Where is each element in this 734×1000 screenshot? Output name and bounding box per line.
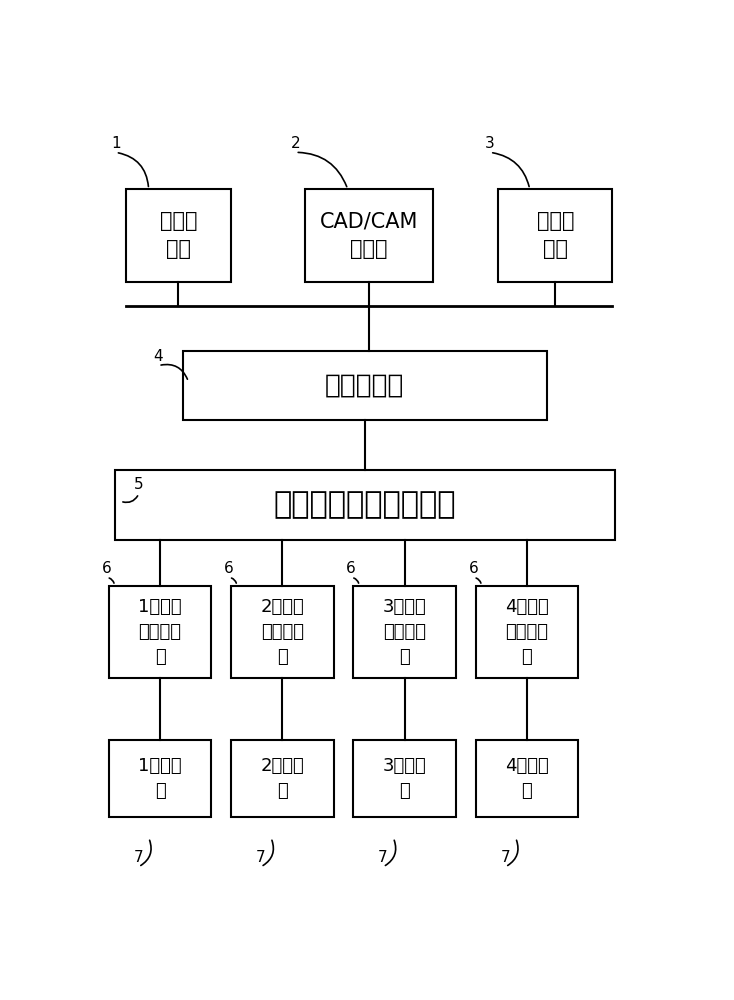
Text: 7: 7 xyxy=(256,850,266,865)
Text: 多通道协调控制计算机: 多通道协调控制计算机 xyxy=(274,490,456,520)
Text: 1: 1 xyxy=(111,136,120,151)
Text: 1通道机
床: 1通道机 床 xyxy=(138,757,182,800)
Text: 4通道机
床: 4通道机 床 xyxy=(505,757,549,800)
Text: 5: 5 xyxy=(134,477,144,492)
Text: 1通道机
床数控系
统: 1通道机 床数控系 统 xyxy=(138,598,182,666)
Text: 3: 3 xyxy=(485,136,495,151)
Bar xyxy=(231,740,333,817)
Bar xyxy=(183,351,547,420)
Text: 3通道机
床: 3通道机 床 xyxy=(382,757,426,800)
Text: 2通道机
床: 2通道机 床 xyxy=(261,757,304,800)
Text: 6: 6 xyxy=(102,561,112,576)
Text: 3通道机
床数控系
统: 3通道机 床数控系 统 xyxy=(382,598,426,666)
Bar xyxy=(354,586,456,678)
Bar xyxy=(231,586,333,678)
Bar xyxy=(109,586,211,678)
Text: CAD/CAM
计算机: CAD/CAM 计算机 xyxy=(320,211,418,259)
Bar xyxy=(354,740,456,817)
Text: 监控计
算机: 监控计 算机 xyxy=(537,211,574,259)
Text: 7: 7 xyxy=(134,850,143,865)
Text: 6: 6 xyxy=(468,561,479,576)
Text: 2通道机
床数控系
统: 2通道机 床数控系 统 xyxy=(261,598,304,666)
Text: 4: 4 xyxy=(153,349,163,364)
Text: 主控计算机: 主控计算机 xyxy=(325,373,404,399)
Text: 7: 7 xyxy=(501,850,510,865)
Bar xyxy=(305,189,433,282)
Text: 管理计
算机: 管理计 算机 xyxy=(160,211,197,259)
Text: 4通道机
床数控系
统: 4通道机 床数控系 统 xyxy=(505,598,549,666)
Text: 2: 2 xyxy=(291,136,300,151)
Bar xyxy=(126,189,231,282)
Bar xyxy=(498,189,612,282)
Bar xyxy=(109,740,211,817)
Text: 6: 6 xyxy=(224,561,233,576)
Bar xyxy=(115,470,615,540)
Bar xyxy=(476,586,578,678)
Bar xyxy=(476,740,578,817)
Text: 7: 7 xyxy=(378,850,388,865)
Text: 6: 6 xyxy=(346,561,356,576)
